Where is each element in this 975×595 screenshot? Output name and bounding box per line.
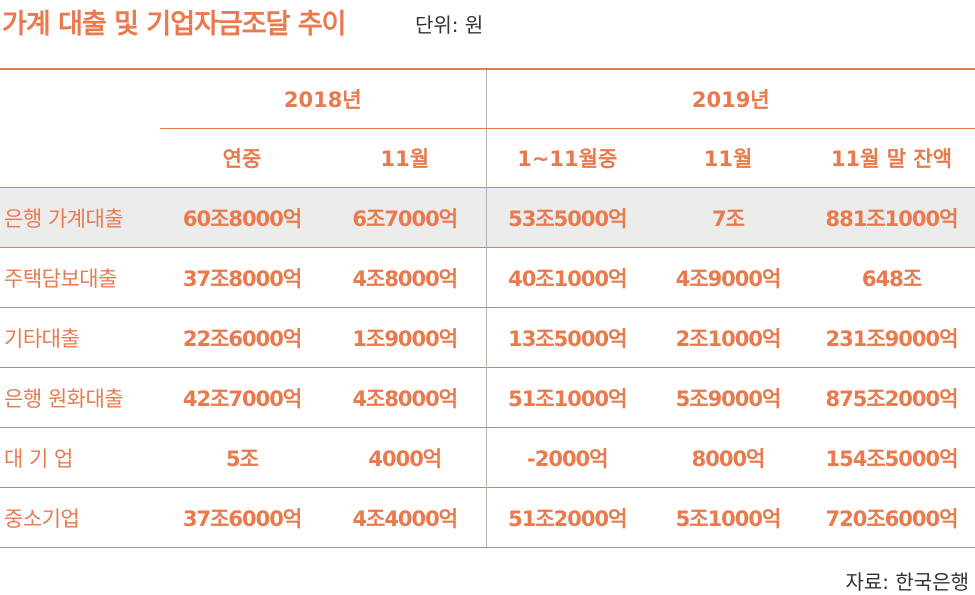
table-cell: 40조1000억 <box>485 247 648 308</box>
loan-table: 2018년 2019년 연중 11월 1~11월중 11월 11월 말 잔액 은… <box>0 68 975 548</box>
sub-header-nov-2019: 11월 <box>648 128 808 188</box>
sub-header-jan-nov: 1~11월중 <box>485 128 648 188</box>
table-cell: 6조7000억 <box>324 187 486 248</box>
table-row: 중소기업 37조6000억 4조4000억 51조2000억 5조1000억 7… <box>0 487 975 548</box>
table-row: 기타대출 22조6000억 1조9000억 13조5000억 2조1000억 2… <box>0 307 975 368</box>
page-title: 가계 대출 및 기업자금조달 추이 <box>2 9 347 40</box>
table-cell: 4조8000억 <box>324 367 486 428</box>
table-cell: 51조1000억 <box>485 367 648 428</box>
table-cell: 5조 <box>160 427 324 488</box>
table-cell: 53조5000억 <box>485 187 648 248</box>
table-cell: 60조8000억 <box>160 187 324 248</box>
table-cell: 875조2000억 <box>808 367 975 428</box>
table-cell: 881조1000억 <box>808 187 975 248</box>
sub-header-nov-2018: 11월 <box>324 128 486 188</box>
table-cell: 22조6000억 <box>160 307 324 368</box>
row-label: 기타대출 <box>0 307 160 368</box>
sub-header-balance: 11월 말 잔액 <box>808 128 975 188</box>
corner-cell-lower <box>0 129 160 188</box>
table-cell: 4조4000억 <box>324 487 486 548</box>
table-row: 은행 가계대출 60조8000억 6조7000억 53조5000억 7조 881… <box>0 187 975 248</box>
table-cell: 648조 <box>808 247 975 308</box>
sub-header-row: 연중 11월 1~11월중 11월 11월 말 잔액 <box>0 128 975 188</box>
table-cell: 4000억 <box>324 427 486 488</box>
table-cell: 13조5000억 <box>485 307 648 368</box>
table-cell: 37조6000억 <box>160 487 324 548</box>
table-row: 주택담보대출 37조8000억 4조8000억 40조1000억 4조9000억… <box>0 247 975 308</box>
row-label: 대 기 업 <box>0 427 160 488</box>
table-cell: 51조2000억 <box>485 487 648 548</box>
table-cell: 37조8000억 <box>160 247 324 308</box>
corner-cell <box>0 68 160 129</box>
source-note: 자료: 한국은행 <box>845 570 970 594</box>
table-row: 대 기 업 5조 4000억 -2000억 8000억 154조5000억 <box>0 427 975 488</box>
table-cell: 154조5000억 <box>808 427 975 488</box>
year-header-row: 2018년 2019년 <box>0 68 975 129</box>
table-cell: 1조9000억 <box>324 307 486 368</box>
year-header-2019: 2019년 <box>485 68 975 129</box>
table-cell: 5조1000억 <box>648 487 808 548</box>
row-label: 은행 원화대출 <box>0 367 160 428</box>
table-cell: 231조9000억 <box>808 307 975 368</box>
table-cell: -2000억 <box>485 427 648 488</box>
year-header-2018: 2018년 <box>160 68 486 129</box>
table-cell: 42조7000억 <box>160 367 324 428</box>
title-bar: 가계 대출 및 기업자금조달 추이 단위: 원 <box>0 0 975 40</box>
table-row: 은행 원화대출 42조7000억 4조8000억 51조1000억 5조9000… <box>0 367 975 428</box>
table-cell: 5조9000억 <box>648 367 808 428</box>
table-cell: 7조 <box>648 187 808 248</box>
sub-header-annual: 연중 <box>160 128 324 188</box>
table-cell: 4조8000억 <box>324 247 486 308</box>
unit-label: 단위: 원 <box>415 13 484 37</box>
row-label: 은행 가계대출 <box>0 187 160 248</box>
table-cell: 2조1000억 <box>648 307 808 368</box>
table-cell: 720조6000억 <box>808 487 975 548</box>
table-cell: 4조9000억 <box>648 247 808 308</box>
table-cell: 8000억 <box>648 427 808 488</box>
row-label: 중소기업 <box>0 487 160 548</box>
row-label: 주택담보대출 <box>0 247 160 308</box>
